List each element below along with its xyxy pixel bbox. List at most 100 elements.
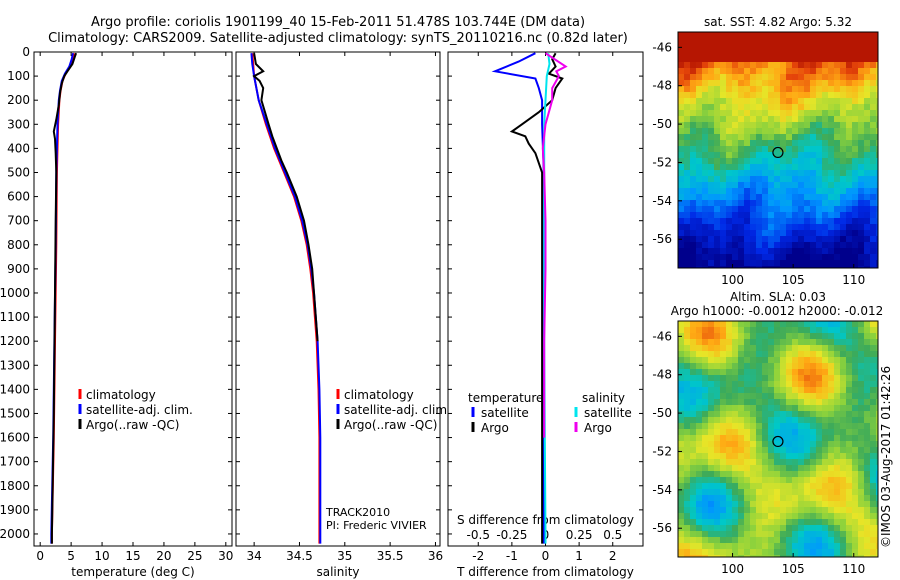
sla-map-cell xyxy=(810,363,816,369)
sst-map-cell xyxy=(762,110,768,116)
sla-map-cell xyxy=(774,351,780,357)
sla-map-cell xyxy=(702,423,708,429)
sla-map-cell xyxy=(756,507,762,513)
sst-map-cell xyxy=(774,128,780,134)
sst-map-cell xyxy=(840,212,846,218)
sst-map-cell xyxy=(702,188,708,194)
sst-map-cell xyxy=(810,224,816,230)
sst-map-cell xyxy=(852,260,858,266)
sla-map-cell xyxy=(750,363,756,369)
sst-map-cell xyxy=(690,182,696,188)
sst-map-cell xyxy=(876,242,878,248)
sst-map-cell xyxy=(744,80,750,86)
sla-map-cell xyxy=(804,351,810,357)
sla-map-cell xyxy=(822,501,828,507)
sla-map-cell xyxy=(810,495,816,501)
sla-map-cell xyxy=(804,435,810,441)
sst-map-cell xyxy=(726,188,732,194)
sst-map-cell xyxy=(780,164,786,170)
sla-map-cell xyxy=(762,423,768,429)
sla-map-cell xyxy=(774,513,780,519)
sla-map-cell xyxy=(804,471,810,477)
sst-map-cell xyxy=(678,116,684,122)
sst-map-cell xyxy=(780,266,786,268)
sla-map-cell xyxy=(828,327,834,333)
sst-map-cell xyxy=(720,146,726,152)
sst-map-cell xyxy=(744,182,750,188)
sst-map-cell xyxy=(792,164,798,170)
sst-map-cell xyxy=(762,140,768,146)
sst-map-cell xyxy=(834,182,840,188)
sla-map-cell xyxy=(834,429,840,435)
sla-map-cell xyxy=(840,345,846,351)
sla-map-cell xyxy=(774,345,780,351)
sst-map-cell xyxy=(732,182,738,188)
sla-map-cell xyxy=(762,375,768,381)
sst-map-cell xyxy=(762,44,768,50)
sst-map-cell xyxy=(768,170,774,176)
sst-map-cell xyxy=(816,254,822,260)
sst-map-cell xyxy=(726,128,732,134)
sla-map-cell xyxy=(756,339,762,345)
sla-map-cell xyxy=(846,435,852,441)
sst-map-cell xyxy=(684,86,690,92)
sst-map-cell xyxy=(870,92,876,98)
sst-map-cell xyxy=(804,248,810,254)
sst-map-cell xyxy=(786,146,792,152)
sla-map-cell xyxy=(756,459,762,465)
sst-map-cell xyxy=(780,56,786,62)
sla-map-cell xyxy=(816,411,822,417)
sst-map-cell xyxy=(738,158,744,164)
sst-map-cell xyxy=(864,200,870,206)
sst-map-cell xyxy=(720,44,726,50)
sla-map-cell xyxy=(834,477,840,483)
sla-map-cell xyxy=(870,501,876,507)
sst-map-cell xyxy=(852,98,858,104)
sla-map-cell xyxy=(744,339,750,345)
sla-map-cell xyxy=(876,411,878,417)
sla-map-cell xyxy=(858,447,864,453)
sst-map-cell xyxy=(804,212,810,218)
sst-map-cell xyxy=(804,206,810,212)
sst-map-cell xyxy=(876,164,878,170)
sla-map-cell xyxy=(756,399,762,405)
sst-map-cell xyxy=(756,152,762,158)
sla-map-cell xyxy=(762,411,768,417)
sla-map-cell xyxy=(810,369,816,375)
sst-map-cell xyxy=(846,68,852,74)
sla-map-cell xyxy=(750,483,756,489)
sst-map-cell xyxy=(702,200,708,206)
sst-map-cell xyxy=(732,212,738,218)
sla-map-cell xyxy=(708,393,714,399)
sst-map-lat-label: -46 xyxy=(652,40,672,54)
sst-map-cell xyxy=(852,146,858,152)
sla-map-cell xyxy=(828,543,834,549)
sst-map-cell xyxy=(690,134,696,140)
sst-map-cell xyxy=(786,266,792,268)
sla-map-cell xyxy=(792,465,798,471)
sst-map-cell xyxy=(840,176,846,182)
sla-map-cell xyxy=(762,351,768,357)
sst-map-cell xyxy=(804,158,810,164)
sst-map-cell xyxy=(702,68,708,74)
sla-map-cell xyxy=(816,369,822,375)
sla-map-cell xyxy=(750,507,756,513)
sst-map-cell xyxy=(708,68,714,74)
sst-map-cell xyxy=(726,80,732,86)
sst-map-cell xyxy=(822,212,828,218)
sla-map-cell xyxy=(876,333,878,339)
sst-map-cell xyxy=(750,128,756,134)
sla-map-cell xyxy=(720,531,726,537)
sla-map-cell xyxy=(804,459,810,465)
sst-map-cell xyxy=(750,218,756,224)
sla-map-cell xyxy=(720,327,726,333)
sla-map-cell xyxy=(840,363,846,369)
sst-map-cell xyxy=(702,152,708,158)
sst-map-cell xyxy=(804,140,810,146)
difference-xtick-label: 0 xyxy=(542,549,550,563)
sst-map-cell xyxy=(756,86,762,92)
sla-map-cell xyxy=(714,387,720,393)
sla-map-cell xyxy=(780,417,786,423)
sla-map-cell xyxy=(816,435,822,441)
sla-map-cell xyxy=(708,537,714,543)
